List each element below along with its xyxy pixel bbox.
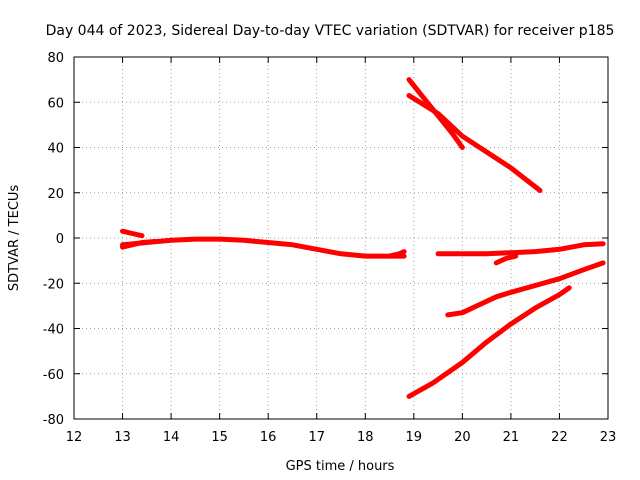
- x-tick-labels: 12 13 14 15 16 17 18 19 20 21 22 23: [66, 430, 617, 445]
- series-line-5: [435, 241, 606, 257]
- y-tick-label: 0: [56, 232, 64, 247]
- x-tick-label: 22: [551, 430, 568, 445]
- y-tick-label: -20: [43, 277, 64, 292]
- series-line-2: [120, 238, 159, 250]
- x-tick-label: 19: [406, 430, 423, 445]
- y-tick-label: -40: [43, 323, 64, 338]
- x-tick-label: 12: [66, 430, 83, 445]
- series-line-6: [493, 253, 519, 266]
- chart-title: Day 044 of 2023, Sidereal Day-to-day VTE…: [46, 23, 615, 39]
- y-tick-label: 80: [47, 51, 64, 66]
- series-line-3: [120, 228, 145, 239]
- y-tick-label: -60: [43, 368, 64, 383]
- data-series-group: [120, 77, 606, 399]
- x-tick-label: 23: [600, 430, 617, 445]
- y-tick-label: -80: [43, 413, 64, 428]
- y-tick-label: 40: [47, 142, 64, 157]
- x-axis-label: GPS time / hours: [286, 459, 395, 474]
- x-tick-label: 20: [454, 430, 471, 445]
- y-tick-label: 60: [47, 96, 64, 111]
- y-tick-labels: -80 -60 -40 -20 0 20 40 60 80: [43, 51, 64, 428]
- x-tick-label: 21: [503, 430, 520, 445]
- x-tick-label: 13: [114, 430, 131, 445]
- series-line-9: [445, 260, 606, 318]
- y-axis-label: SDTVAR / TECUs: [7, 185, 22, 292]
- series-line-1: [120, 236, 407, 259]
- series-line-8: [406, 93, 543, 193]
- y-tick-label: 20: [47, 187, 64, 202]
- x-tick-label: 18: [357, 430, 374, 445]
- x-tick-label: 14: [163, 430, 180, 445]
- series-line-10: [406, 285, 572, 399]
- axis-ticks: [73, 56, 609, 420]
- x-tick-label: 16: [260, 430, 277, 445]
- grid-lines: [74, 57, 608, 419]
- x-tick-label: 15: [211, 430, 228, 445]
- x-tick-label: 17: [308, 430, 325, 445]
- series-line-4: [387, 249, 407, 259]
